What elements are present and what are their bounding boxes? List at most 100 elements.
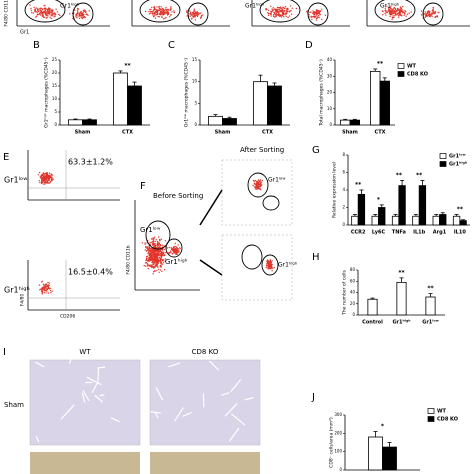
dot — [279, 10, 282, 12]
dot — [318, 16, 320, 19]
dot — [394, 14, 396, 17]
bar — [379, 80, 391, 126]
dot — [151, 247, 153, 249]
dot — [315, 19, 318, 21]
x-tick-label: CTX — [262, 130, 273, 136]
bar — [425, 296, 436, 316]
error-bar — [359, 189, 364, 195]
dot — [164, 254, 166, 256]
dot — [41, 290, 44, 292]
dot — [254, 186, 256, 188]
dot — [143, 264, 145, 267]
dot — [152, 254, 154, 256]
dot — [392, 14, 394, 16]
dot — [47, 285, 49, 288]
dot — [45, 176, 47, 178]
dot — [382, 10, 384, 13]
dot — [150, 241, 152, 244]
dot — [267, 14, 270, 16]
dot — [44, 183, 46, 185]
dot — [53, 14, 55, 16]
dot — [284, 12, 287, 15]
dot — [155, 250, 158, 252]
dot — [169, 9, 171, 11]
dot — [271, 8, 273, 10]
dot — [46, 289, 48, 291]
fiber-boundary — [97, 367, 100, 381]
x-axis-label: CD206 — [60, 314, 75, 320]
dot — [163, 13, 165, 15]
dot — [161, 255, 163, 257]
dot — [420, 10, 423, 12]
dot — [148, 10, 150, 13]
bar — [339, 119, 351, 126]
dot — [281, 12, 284, 15]
dot — [44, 286, 46, 288]
x-tick-label: CTX — [375, 130, 386, 136]
dot — [278, 8, 281, 11]
dot — [154, 10, 157, 13]
fiber-boundary — [99, 394, 105, 397]
dot — [43, 16, 45, 19]
dot — [291, 7, 293, 9]
dot — [281, 7, 283, 9]
dot — [276, 6, 279, 9]
dot — [433, 12, 435, 14]
dot — [49, 289, 52, 292]
dot — [394, 9, 397, 11]
fiber-boundary — [228, 427, 240, 442]
dot — [200, 12, 202, 14]
dot — [315, 9, 318, 12]
dot — [259, 179, 262, 181]
dot — [50, 287, 52, 290]
y-axis-label: Gr1ˡᵒʷ macrophages (%CD45⁺) — [184, 58, 190, 127]
y-axis-label: Relative expression level — [332, 162, 338, 218]
dot — [311, 16, 314, 18]
dot — [426, 14, 428, 17]
dot — [162, 8, 165, 11]
dot — [192, 15, 195, 17]
dot — [154, 263, 156, 265]
dot — [33, 6, 35, 9]
error-bar — [400, 179, 405, 186]
dot — [403, 14, 405, 16]
dot — [272, 15, 275, 17]
dot — [51, 13, 54, 15]
dot — [290, 9, 292, 12]
dot — [309, 11, 311, 13]
dot — [288, 15, 291, 17]
dot — [283, 10, 285, 12]
dot — [436, 15, 438, 17]
dot — [146, 263, 149, 265]
dot — [50, 174, 52, 176]
dot — [396, 11, 398, 13]
dot — [82, 12, 84, 14]
dot — [269, 259, 271, 261]
fiber-boundary — [35, 435, 40, 443]
dot — [255, 185, 258, 187]
dot — [152, 263, 154, 265]
gate-label: Gr1ʰⁱᵍʰ — [380, 3, 400, 10]
significance: ** — [124, 62, 131, 69]
dot — [398, 9, 401, 12]
dot — [194, 15, 196, 17]
dot — [161, 7, 164, 10]
legend-swatch — [439, 153, 447, 159]
dot — [154, 15, 156, 17]
dot — [179, 247, 181, 249]
dot — [45, 13, 47, 16]
bar — [369, 70, 381, 126]
dot — [155, 239, 157, 241]
dot — [163, 245, 165, 247]
dot — [267, 12, 269, 14]
y-tick-label: 4 — [342, 187, 345, 192]
dot — [78, 13, 81, 16]
dot — [432, 6, 434, 9]
fiber-boundary — [244, 397, 254, 401]
dot — [156, 11, 158, 14]
dot — [45, 17, 48, 19]
dot — [267, 268, 269, 270]
dot — [271, 260, 273, 262]
dot — [160, 9, 162, 11]
dot — [310, 15, 312, 17]
